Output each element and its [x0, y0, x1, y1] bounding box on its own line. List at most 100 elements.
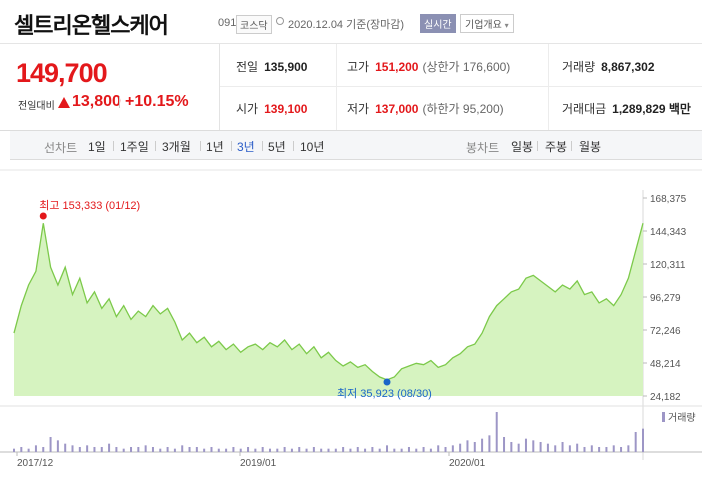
volume-bar [334, 448, 337, 452]
volume-bar [532, 440, 535, 452]
volume-bar [371, 447, 374, 452]
volume-bar [561, 442, 564, 452]
volume-bar [539, 442, 542, 452]
chevron-down-icon: ▾ [504, 21, 509, 30]
tab-3m[interactable]: 3개월 [162, 140, 191, 154]
min-annotation: 최저 35,923 (08/30) [337, 387, 432, 400]
price-chart: 168,375 144,343 120,311 96,279 72,246 48,214 2… [0, 160, 702, 480]
open-cell: 시가 139,100 [236, 100, 307, 117]
y-tick-label: 24,182 [650, 392, 681, 403]
tab-1w[interactable]: 1주일 [120, 140, 149, 154]
low-value: 137,000 [375, 102, 419, 116]
price-area [14, 223, 643, 396]
volume-cell: 거래량 8,867,302 [562, 58, 655, 75]
volume-bar [78, 447, 81, 452]
volume-bar [437, 445, 440, 452]
divider [293, 141, 294, 151]
volume-legend-label: 거래량 [668, 412, 696, 424]
volume-bar [100, 447, 103, 452]
volume-bar [93, 447, 96, 452]
quote-panel: 149,700 전일대비 13,800 +10.15% 전일 135,900 고가… [0, 44, 702, 131]
volume-bar [232, 447, 235, 452]
divider [119, 96, 120, 108]
amount-label: 거래대금 [562, 102, 607, 116]
volume-bar [400, 448, 403, 452]
volume-bar [27, 448, 30, 452]
divider [113, 141, 114, 151]
clock-icon [276, 17, 284, 25]
volume-bar [407, 447, 410, 452]
volume-bar [42, 447, 45, 452]
tab-5y[interactable]: 5년 [268, 140, 286, 154]
volume-bar [290, 448, 293, 452]
tab-weekly[interactable]: 주봉 [545, 140, 568, 154]
upper-limit: (상한가 176,600) [422, 60, 511, 74]
volume-bar [115, 447, 118, 452]
volume-bar [137, 447, 140, 452]
chart-period-tabs: 선차트 1일 1주일 3개월 1년 3년 5년 10년 봉차트 일봉 주봉 월봉 [10, 130, 702, 160]
volume-bar [239, 448, 242, 452]
tab-3y[interactable]: 3년 [237, 140, 255, 154]
price-summary: 149,700 전일대비 13,800 +10.15% [0, 44, 220, 130]
divider [548, 44, 549, 130]
volume-bar [627, 445, 630, 452]
y-tick-label: 168,375 [650, 194, 687, 205]
volume-bar [378, 448, 381, 452]
tab-daily[interactable]: 일봉 [511, 140, 534, 154]
price-change-percent: +10.15% [125, 93, 189, 110]
volume-bar [415, 448, 418, 452]
price-chart-svg: 168,375 144,343 120,311 96,279 72,246 48,214 2… [0, 169, 702, 469]
volume-bar [225, 448, 228, 452]
volume-bar [583, 447, 586, 452]
volume-bar [510, 442, 513, 452]
prev-close-label: 전일 [236, 60, 259, 74]
volume-bar [393, 448, 396, 452]
volume-bar [173, 448, 176, 452]
volume-bar [524, 438, 527, 452]
volume-bar [268, 448, 271, 452]
company-info-label: 기업개요 [465, 20, 502, 31]
y-tick-label: 120,311 [650, 260, 686, 271]
y-tick-label: 72,246 [650, 326, 681, 337]
tab-1y[interactable]: 1년 [206, 140, 224, 154]
x-tick-label: 2020/01 [449, 458, 486, 469]
volume-bar [305, 448, 308, 452]
divider [336, 44, 337, 130]
min-marker [383, 378, 391, 386]
volume-bar [495, 412, 498, 452]
volume-bar [481, 438, 484, 452]
tab-1d[interactable]: 1일 [88, 140, 106, 154]
line-chart-label: 선차트 [44, 141, 78, 155]
volume-bar [473, 442, 476, 452]
tab-10y[interactable]: 10년 [300, 140, 325, 154]
volume-bar [86, 445, 89, 452]
volume-bar [181, 445, 184, 452]
volume-bar [590, 445, 593, 452]
divider [155, 141, 156, 151]
volume-bar [444, 447, 447, 452]
volume-bar [356, 447, 359, 452]
stock-header: 셀트리온헬스케어 091990 코스닥 2020.12.04 기준(장마감) 실… [0, 0, 702, 44]
volume-bar [13, 448, 15, 452]
volume-bar [34, 445, 37, 452]
amount-value: 1,289,829 백만 [612, 102, 691, 116]
company-info-dropdown[interactable]: 기업개요 ▾ [460, 14, 514, 33]
volume-bar [298, 447, 301, 452]
volume-bar [620, 447, 623, 452]
volume-bar [166, 447, 169, 452]
divider [262, 141, 263, 151]
volume-bar [130, 447, 133, 452]
volume-bar [568, 445, 571, 452]
high-label: 고가 [347, 60, 370, 74]
tab-monthly[interactable]: 월봉 [579, 140, 602, 154]
realtime-button[interactable]: 실시간 [420, 14, 456, 33]
price-line [13, 223, 644, 381]
divider [200, 141, 201, 151]
high-value: 151,200 [375, 60, 419, 74]
volume-bar [195, 447, 198, 452]
volume-bar [546, 443, 549, 452]
volume-bar [261, 447, 264, 452]
volume-bar [122, 448, 125, 452]
volume-bar [488, 435, 491, 452]
volume-bar [466, 440, 469, 452]
